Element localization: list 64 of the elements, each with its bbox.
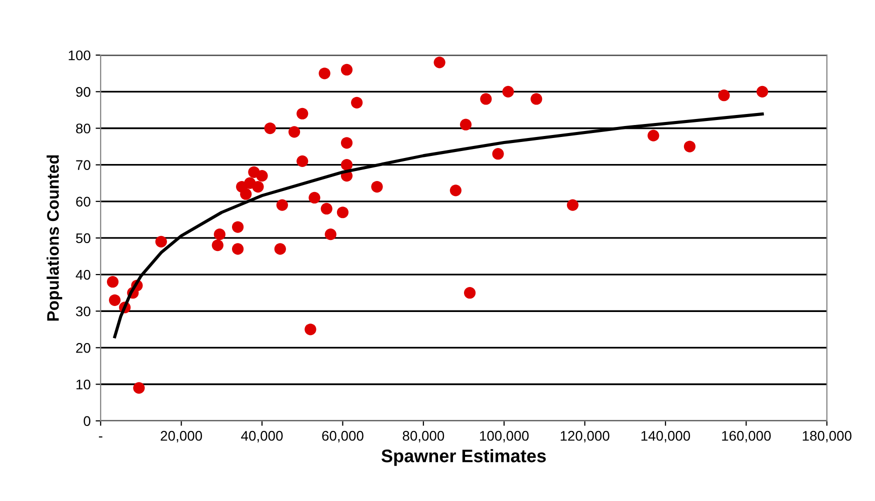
- point: [276, 199, 288, 211]
- y-tick-label: 20: [76, 343, 90, 353]
- y-tick-label: 80: [76, 124, 90, 134]
- point: [108, 294, 121, 306]
- point: [318, 68, 330, 80]
- point: [340, 64, 353, 76]
- x-tick-label: 140,000: [641, 430, 690, 442]
- x-axis-title: Spawner Estimates: [381, 449, 546, 466]
- x-tick-label: 20,000: [160, 430, 202, 442]
- point: [340, 159, 353, 171]
- point: [480, 93, 492, 105]
- y-tick-label: 60: [76, 196, 90, 207]
- point: [371, 180, 383, 193]
- point: [718, 90, 730, 102]
- point: [351, 96, 363, 108]
- point: [648, 130, 660, 142]
- y-tick-label: 100: [68, 50, 90, 60]
- point: [264, 122, 276, 134]
- point: [756, 86, 768, 98]
- point: [308, 192, 320, 204]
- point: [464, 287, 476, 299]
- point: [256, 170, 268, 182]
- point: [434, 56, 446, 68]
- point: [304, 324, 316, 336]
- point: [324, 228, 336, 240]
- point: [530, 93, 542, 105]
- point: [340, 137, 353, 149]
- y-tick-label: 10: [76, 380, 90, 390]
- x-tick-label: 80,000: [402, 430, 444, 442]
- y-tick-label: 70: [76, 160, 90, 170]
- x-tick-label: -: [98, 436, 102, 438]
- point: [296, 108, 308, 120]
- x-tick-label: 60,000: [322, 430, 364, 442]
- point: [252, 180, 264, 193]
- y-tick-label: 0: [84, 416, 90, 426]
- point: [106, 276, 119, 288]
- point: [232, 243, 244, 255]
- point: [133, 382, 145, 394]
- point: [684, 140, 696, 152]
- point: [232, 221, 244, 233]
- point: [320, 202, 332, 215]
- point: [460, 118, 472, 130]
- point: [502, 86, 514, 98]
- point: [155, 236, 167, 248]
- x-tick-label: 120,000: [560, 430, 610, 442]
- point: [336, 206, 349, 218]
- point: [240, 188, 252, 200]
- point: [492, 148, 504, 160]
- x-tick-label: 180,000: [802, 430, 852, 442]
- x-tick-label: 40,000: [241, 430, 283, 442]
- x-tick-label: 100,000: [480, 430, 529, 442]
- point: [288, 126, 300, 138]
- x-tick-label: 160,000: [722, 430, 771, 442]
- point: [274, 243, 286, 255]
- point: [212, 239, 224, 252]
- y-tick-label: 50: [76, 233, 90, 244]
- point: [214, 228, 226, 240]
- y-tick-label: 40: [76, 270, 90, 280]
- point: [566, 199, 578, 211]
- y-tick-label: 30: [76, 306, 90, 316]
- y-tick-label: 90: [76, 87, 90, 97]
- y-axis-title: Populations Counted: [46, 155, 62, 321]
- point: [450, 184, 462, 196]
- point: [296, 155, 308, 167]
